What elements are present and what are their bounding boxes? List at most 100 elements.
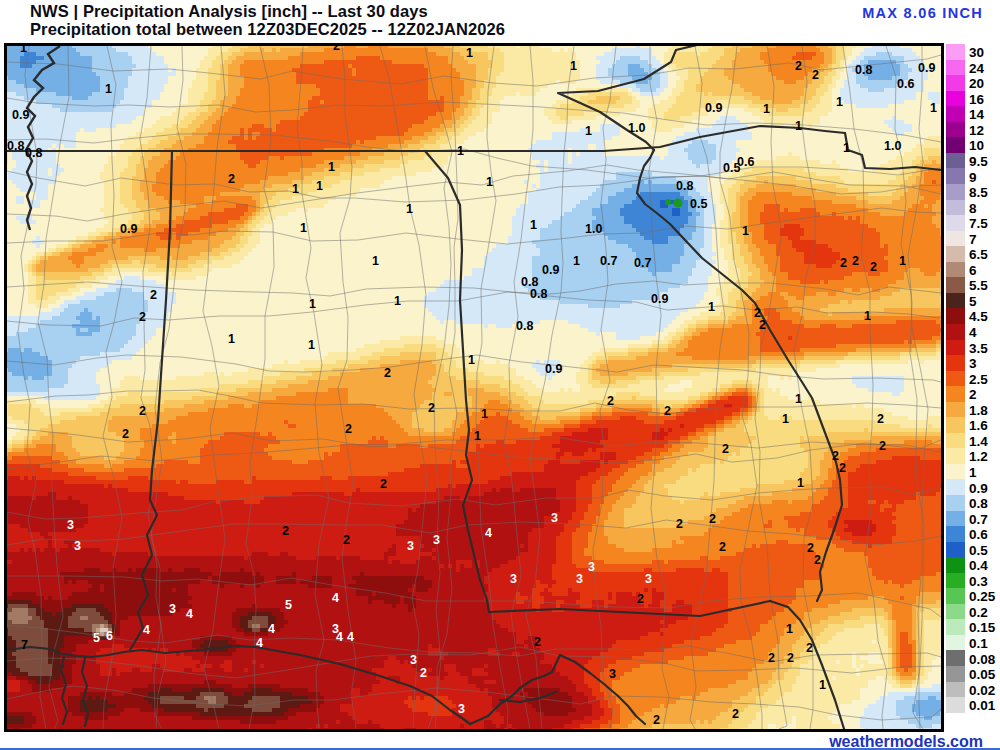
svg-text:2: 2 bbox=[877, 412, 884, 426]
svg-text:1: 1 bbox=[708, 300, 715, 314]
svg-text:3: 3 bbox=[407, 539, 414, 553]
svg-text:1: 1 bbox=[795, 119, 802, 133]
svg-text:2: 2 bbox=[228, 172, 235, 186]
svg-text:1: 1 bbox=[795, 392, 802, 406]
svg-text:1.0: 1.0 bbox=[884, 139, 901, 153]
svg-text:2: 2 bbox=[814, 553, 821, 567]
svg-text:3: 3 bbox=[410, 653, 417, 667]
svg-text:0.8: 0.8 bbox=[7, 139, 24, 153]
svg-text:2: 2 bbox=[807, 541, 814, 555]
svg-text:7: 7 bbox=[21, 638, 28, 652]
svg-text:0.6: 0.6 bbox=[897, 77, 914, 91]
svg-text:1: 1 bbox=[585, 124, 592, 138]
svg-text:2: 2 bbox=[139, 310, 146, 324]
svg-text:0.8: 0.8 bbox=[516, 319, 533, 333]
svg-text:2: 2 bbox=[428, 401, 435, 415]
svg-text:1: 1 bbox=[486, 175, 493, 189]
svg-text:2: 2 bbox=[420, 666, 427, 680]
svg-text:0.9: 0.9 bbox=[705, 101, 722, 115]
svg-text:1: 1 bbox=[481, 407, 488, 421]
svg-text:1: 1 bbox=[899, 254, 906, 268]
svg-text:2: 2 bbox=[345, 422, 352, 436]
svg-text:2: 2 bbox=[839, 461, 846, 475]
svg-text:2: 2 bbox=[150, 288, 157, 302]
svg-text:3: 3 bbox=[551, 511, 558, 525]
svg-text:2: 2 bbox=[879, 439, 886, 453]
svg-text:0.9: 0.9 bbox=[545, 362, 562, 376]
svg-text:1: 1 bbox=[328, 160, 335, 174]
svg-text:2: 2 bbox=[139, 404, 146, 418]
svg-text:2: 2 bbox=[653, 713, 660, 727]
svg-text:2: 2 bbox=[343, 533, 350, 547]
svg-text:4: 4 bbox=[347, 630, 354, 644]
svg-text:2: 2 bbox=[787, 651, 794, 665]
svg-text:1: 1 bbox=[530, 218, 537, 232]
svg-text:3: 3 bbox=[609, 667, 616, 681]
svg-text:2: 2 bbox=[719, 540, 726, 554]
svg-text:3: 3 bbox=[169, 602, 176, 616]
svg-text:4: 4 bbox=[256, 636, 263, 650]
svg-text:4: 4 bbox=[143, 623, 150, 637]
svg-text:1: 1 bbox=[316, 179, 323, 193]
svg-text:1: 1 bbox=[570, 59, 577, 73]
svg-text:2: 2 bbox=[637, 592, 644, 606]
svg-text:0.8: 0.8 bbox=[530, 287, 547, 301]
svg-text:1: 1 bbox=[468, 353, 475, 367]
svg-text:0.7: 0.7 bbox=[634, 256, 651, 270]
svg-text:1: 1 bbox=[782, 412, 789, 426]
svg-text:0.8: 0.8 bbox=[855, 63, 872, 77]
svg-text:1: 1 bbox=[309, 297, 316, 311]
svg-text:0.8: 0.8 bbox=[25, 146, 42, 160]
svg-text:1: 1 bbox=[742, 224, 749, 238]
svg-text:4: 4 bbox=[332, 591, 339, 605]
svg-text:1: 1 bbox=[786, 622, 793, 636]
svg-text:2: 2 bbox=[607, 394, 614, 408]
svg-text:2: 2 bbox=[282, 524, 289, 538]
svg-text:1.0: 1.0 bbox=[585, 222, 602, 236]
svg-text:0.9: 0.9 bbox=[918, 61, 935, 75]
svg-text:0.8: 0.8 bbox=[676, 179, 693, 193]
svg-text:2: 2 bbox=[840, 256, 847, 270]
svg-text:2: 2 bbox=[795, 59, 802, 73]
svg-text:1: 1 bbox=[797, 476, 804, 490]
svg-text:2: 2 bbox=[676, 517, 683, 531]
svg-text:3: 3 bbox=[645, 572, 652, 586]
svg-text:4: 4 bbox=[268, 622, 275, 636]
svg-text:6: 6 bbox=[106, 629, 113, 643]
svg-text:2: 2 bbox=[384, 366, 391, 380]
svg-text:2: 2 bbox=[709, 512, 716, 526]
svg-text:4: 4 bbox=[336, 630, 343, 644]
svg-text:1: 1 bbox=[308, 338, 315, 352]
svg-text:2: 2 bbox=[812, 68, 819, 82]
svg-text:2: 2 bbox=[333, 46, 340, 53]
svg-text:1: 1 bbox=[864, 309, 871, 323]
svg-text:1: 1 bbox=[20, 46, 27, 55]
svg-text:1: 1 bbox=[292, 182, 299, 196]
svg-text:2: 2 bbox=[852, 254, 859, 268]
svg-text:1: 1 bbox=[394, 294, 401, 308]
svg-text:1.0: 1.0 bbox=[628, 121, 645, 135]
svg-text:4: 4 bbox=[186, 607, 193, 621]
svg-text:2: 2 bbox=[832, 449, 839, 463]
svg-text:0.9: 0.9 bbox=[651, 292, 668, 306]
svg-text:1: 1 bbox=[105, 82, 112, 96]
svg-text:0.9: 0.9 bbox=[120, 222, 137, 236]
svg-text:1: 1 bbox=[819, 678, 826, 692]
svg-text:2: 2 bbox=[534, 635, 541, 649]
svg-text:3: 3 bbox=[67, 518, 74, 532]
svg-text:1: 1 bbox=[300, 221, 307, 235]
svg-text:0.9: 0.9 bbox=[12, 108, 29, 122]
svg-text:1: 1 bbox=[228, 332, 235, 346]
svg-text:4: 4 bbox=[485, 526, 492, 540]
svg-text:2: 2 bbox=[732, 707, 739, 721]
svg-text:3: 3 bbox=[74, 539, 81, 553]
svg-text:1: 1 bbox=[406, 202, 413, 216]
svg-text:2: 2 bbox=[806, 641, 813, 655]
svg-text:0.7: 0.7 bbox=[600, 254, 617, 268]
svg-text:5: 5 bbox=[285, 598, 292, 612]
svg-text:1: 1 bbox=[466, 46, 473, 60]
svg-text:3: 3 bbox=[433, 533, 440, 547]
svg-text:0.9: 0.9 bbox=[542, 263, 559, 277]
svg-text:1: 1 bbox=[474, 429, 481, 443]
svg-text:2: 2 bbox=[759, 318, 766, 332]
